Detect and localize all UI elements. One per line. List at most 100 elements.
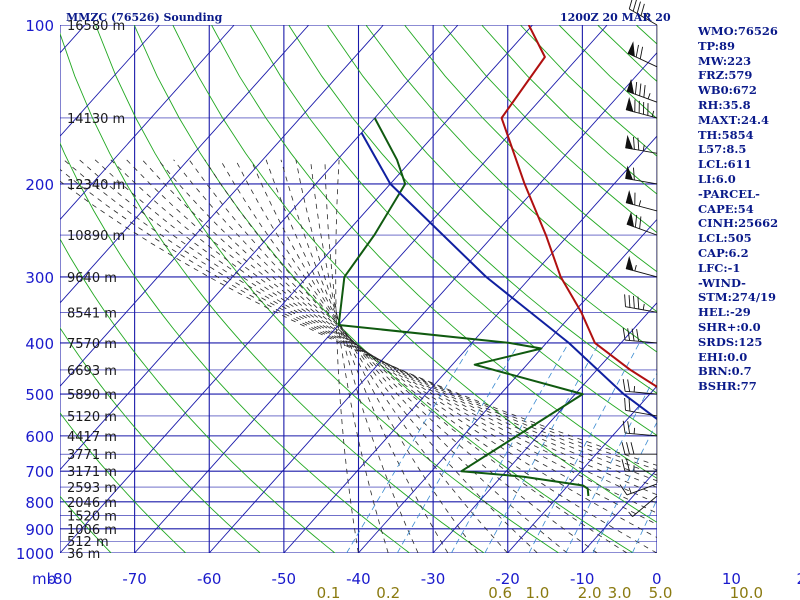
isotherm-line [507, 385, 657, 553]
wind-barb-flag [637, 137, 640, 151]
wind-barb-pennant [625, 96, 634, 112]
temperature-tick-label: -50 [272, 570, 297, 588]
wind-barb-flag [626, 442, 630, 455]
isotherm-line [60, 25, 160, 137]
height-label: 16580 m [67, 19, 125, 34]
temperature-tick-label: -60 [197, 570, 222, 588]
pressure-tick-label: 800 [25, 494, 54, 512]
moist-adiabat-line [295, 159, 449, 553]
wind-barb-flag [628, 295, 631, 308]
chart-title: MMZC (76526) Sounding [66, 11, 223, 24]
height-label: 4417 m [67, 430, 117, 445]
moist-adiabat-line [60, 180, 657, 466]
index-item: TP:89 [698, 38, 736, 53]
index-item: HEL:-29 [698, 305, 751, 320]
dry-adiabat-line [249, 25, 657, 436]
wind-barb-staff [625, 306, 658, 313]
pressure-tick-label: 700 [25, 463, 54, 481]
dry-adiabat-line [133, 25, 634, 553]
wind-barb [624, 294, 658, 313]
mixing-ratio-tick-label: 3.0 [608, 584, 632, 600]
index-item: WB0:672 [698, 83, 757, 98]
height-label: 6693 m [67, 364, 117, 379]
index-item: MW:223 [698, 53, 752, 68]
moist-adiabat-line [63, 159, 657, 476]
temperature-tick-label: -80 [48, 570, 73, 588]
index-item: EHI:0.0 [698, 349, 748, 364]
mixing-ratio-line [346, 342, 473, 553]
wind-barb-flag [622, 420, 626, 434]
index-item: BRN:0.7 [698, 364, 752, 379]
moist-adiabat-line [235, 159, 568, 553]
wind-barb-flag [627, 421, 631, 434]
wind-barb-staff [625, 409, 658, 417]
height-label: 7570 m [67, 337, 117, 352]
wind-barb-staff [625, 339, 658, 344]
pressure-tick-label: 1000 [16, 545, 54, 563]
mixing-ratio-tick-label: 2.0 [578, 584, 602, 600]
wind-barb [627, 41, 658, 68]
wind-barb-flag [639, 83, 642, 96]
pressure-tick-label: 600 [25, 428, 54, 446]
wind-barb-flag [634, 214, 638, 228]
temperature-profile-line [500, 25, 657, 388]
wind-barb [625, 134, 658, 154]
wind-barb [624, 397, 658, 417]
dry-adiabat-line [288, 25, 657, 394]
moist-adiabat-line [157, 159, 657, 525]
dry-adiabat-line [172, 25, 657, 523]
moist-adiabat-line [250, 159, 538, 553]
dry-adiabat-line [404, 25, 657, 273]
moist-adiabat-line [188, 159, 657, 553]
wind-barb-flag [631, 328, 635, 341]
wind-barb-pennant [625, 189, 634, 205]
index-item: -PARCEL- [698, 186, 760, 201]
pressure-tick-label: 300 [25, 269, 54, 287]
index-item: L57:8.5 [698, 142, 747, 157]
height-label: 3771 m [67, 448, 117, 463]
height-label: 512 m [67, 535, 109, 550]
sounding-indices-panel: WMO:76526 TP:89 MW:223 FRZ:579 WB0:672 RH:35.… [698, 24, 778, 394]
wind-barb [622, 420, 658, 437]
dry-adiabat-line [60, 142, 410, 553]
isotherm-line [432, 302, 657, 553]
wind-barb-pennant [626, 211, 635, 228]
wind-barb [622, 378, 658, 395]
height-label: 2046 m [67, 496, 117, 511]
index-item: BSHR:77 [698, 379, 757, 394]
moist-adiabat-line [310, 159, 419, 553]
wind-barb-flag [639, 46, 644, 60]
wind-barb [619, 483, 658, 496]
mixing-ratio-line [484, 342, 600, 553]
wind-barb [621, 459, 657, 472]
dewpoint-profile-line [337, 117, 590, 497]
wind-barb-pennant [625, 255, 634, 271]
mixing-ratio-tick-label: 0.1 [317, 584, 341, 600]
wind-barb-half-flag [634, 265, 637, 272]
wind-barb-pennant [625, 165, 634, 181]
wind-barb [621, 442, 657, 455]
wind-barb-staff [629, 8, 658, 26]
index-item: CINH:25662 [698, 216, 779, 231]
temperature-tick-label: -10 [570, 570, 595, 588]
wind-barb-flag [622, 327, 626, 341]
wind-barb-half-flag [628, 511, 633, 517]
temperature-tick-label: 10 [722, 570, 741, 588]
height-label: 14130 m [67, 112, 125, 127]
wind-barb [628, 495, 658, 517]
dry-adiabat-line [791, 25, 800, 553]
wind-barb-pennant [625, 134, 634, 150]
wind-barb [622, 327, 658, 344]
height-label: 1006 m [67, 523, 117, 538]
wind-barb-flag [636, 1, 641, 14]
height-label: 5890 m [67, 388, 117, 403]
pressure-tick-label: 900 [25, 521, 54, 539]
isotherm-line [0, 25, 10, 553]
wind-barb-pennant [627, 41, 635, 57]
wind-barb-flag [624, 397, 626, 411]
isotherm-line [60, 25, 533, 553]
mixing-ratio-tick-label: 0.2 [376, 584, 400, 600]
chart-datetime: 1200Z 20 MAR 20 [560, 11, 671, 24]
wind-barb-flag [634, 81, 638, 95]
dry-adiabat-line [365, 25, 657, 313]
